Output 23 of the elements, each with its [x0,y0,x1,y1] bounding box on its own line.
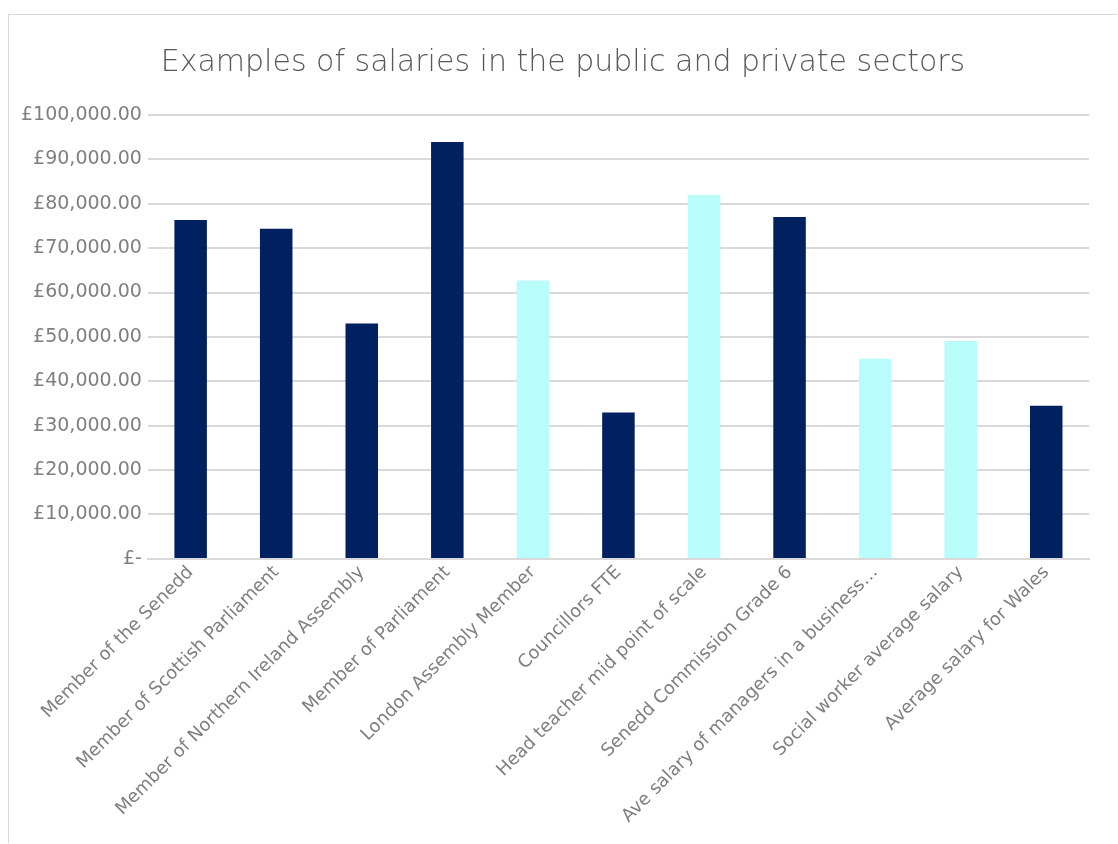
bar [944,340,977,558]
y-tick-label: £20,000.00 [33,457,142,480]
y-tick-label: £70,000.00 [33,235,142,258]
y-tick-label: £90,000.00 [33,146,142,169]
y-tick-label: £50,000.00 [33,323,142,346]
y-tick-label: £40,000.00 [33,368,142,391]
bar [687,194,721,558]
y-tick-label: £30,000.00 [33,412,142,435]
y-tick-label: £100,000.00 [21,101,142,124]
bar [259,228,293,558]
bar [431,142,464,558]
bar [345,323,379,558]
chart-title: Examples of salaries in the public and private sectors [159,43,967,78]
y-tick-label: £80,000.00 [33,190,142,213]
y-tick-label: £10,000.00 [33,501,142,524]
bar [174,219,207,558]
y-tick-label: £- [122,545,142,568]
bar [602,412,635,558]
bar [858,358,892,558]
bar [516,280,550,558]
bar [1029,405,1063,558]
bar [773,217,806,558]
y-tick-label: £60,000.00 [33,279,142,302]
